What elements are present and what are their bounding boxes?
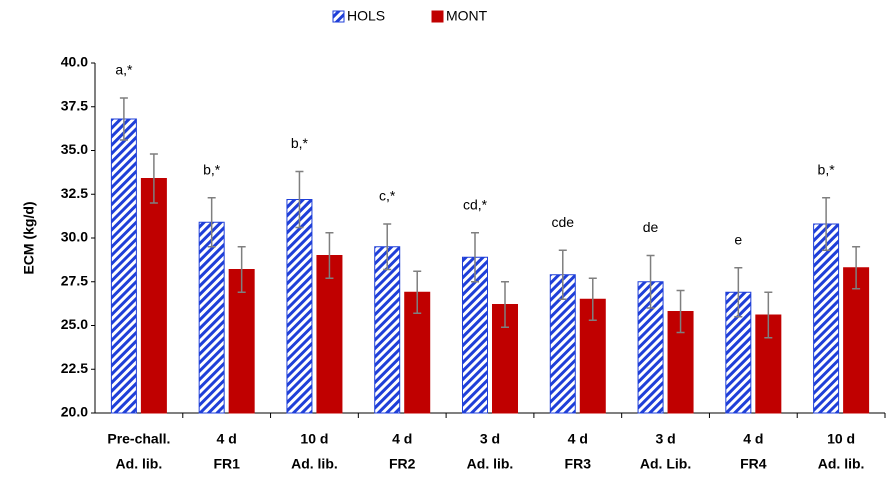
x-tick-label: 4 d xyxy=(568,431,588,447)
x-tick-label: FR2 xyxy=(389,456,416,472)
x-tick-label: 3 d xyxy=(480,431,500,447)
bar xyxy=(843,267,870,414)
error-bar xyxy=(383,223,392,271)
error-bar xyxy=(207,197,216,248)
annotation: de xyxy=(643,219,659,235)
annotation: b,* xyxy=(291,135,309,151)
y-tick-label: 25.0 xyxy=(61,316,88,332)
bar xyxy=(286,199,313,414)
error-bar xyxy=(764,291,773,339)
x-tick-label: 4 d xyxy=(217,431,237,447)
bar xyxy=(110,118,137,414)
y-tick-label: 35.0 xyxy=(61,141,88,157)
x-tick-label: Ad. lib. xyxy=(291,456,338,472)
x-tick-label: FR1 xyxy=(213,456,240,472)
bar xyxy=(374,246,401,414)
y-tick-label: 40.0 xyxy=(61,54,88,70)
x-tick-label: FR3 xyxy=(565,456,592,472)
legend-swatch xyxy=(332,10,345,23)
annotation: a,* xyxy=(115,62,133,78)
error-bar xyxy=(734,267,743,318)
x-tick-label: FR4 xyxy=(740,456,767,472)
error-bar xyxy=(471,232,479,283)
bar xyxy=(198,221,225,414)
error-bar xyxy=(295,170,304,229)
y-tick-label: 30.0 xyxy=(61,229,88,245)
y-tick-label: 27.5 xyxy=(61,272,88,288)
x-tick-label: 10 d xyxy=(300,431,328,447)
bar xyxy=(813,223,840,414)
x-tick-label: 4 d xyxy=(392,431,412,447)
x-tick-label: Ad. lib. xyxy=(116,456,163,472)
x-tick-label: 3 d xyxy=(655,431,675,447)
x-tick-label: Ad. Lib. xyxy=(640,456,691,472)
error-bar xyxy=(119,97,128,141)
annotation: cd,* xyxy=(463,196,488,212)
error-bar xyxy=(676,289,685,334)
annotation: cde xyxy=(551,214,574,230)
legend-label: HOLS xyxy=(347,8,385,24)
error-bar xyxy=(325,232,334,279)
error-bar xyxy=(852,246,861,290)
bar xyxy=(462,256,488,414)
y-tick-label: 22.5 xyxy=(61,360,88,376)
error-bar xyxy=(413,270,422,314)
annotation: b,* xyxy=(203,161,221,177)
legend-swatch xyxy=(431,10,444,23)
y-axis-label: ECM (kg/d) xyxy=(21,201,37,274)
legend-label: MONT xyxy=(446,8,488,24)
error-bar xyxy=(558,249,567,300)
error-bar xyxy=(646,254,655,309)
x-tick-label: Pre-chall. xyxy=(107,431,170,447)
x-tick-label: Ad. lib. xyxy=(467,456,514,472)
error-bar xyxy=(501,281,509,328)
y-tick-label: 37.5 xyxy=(61,97,88,113)
annotation: e xyxy=(734,231,742,247)
bar xyxy=(140,178,167,414)
y-tick-label: 20.0 xyxy=(61,404,88,420)
error-bar xyxy=(822,197,831,251)
annotation: b,* xyxy=(818,161,836,177)
error-bar xyxy=(237,246,246,293)
error-bar xyxy=(588,277,597,321)
bar xyxy=(316,255,343,414)
y-tick-label: 32.5 xyxy=(61,185,88,201)
x-tick-label: 4 d xyxy=(743,431,763,447)
x-tick-label: 10 d xyxy=(827,431,855,447)
annotation: c,* xyxy=(379,188,396,204)
error-bar xyxy=(149,153,158,204)
x-tick-label: Ad. lib. xyxy=(818,456,865,472)
